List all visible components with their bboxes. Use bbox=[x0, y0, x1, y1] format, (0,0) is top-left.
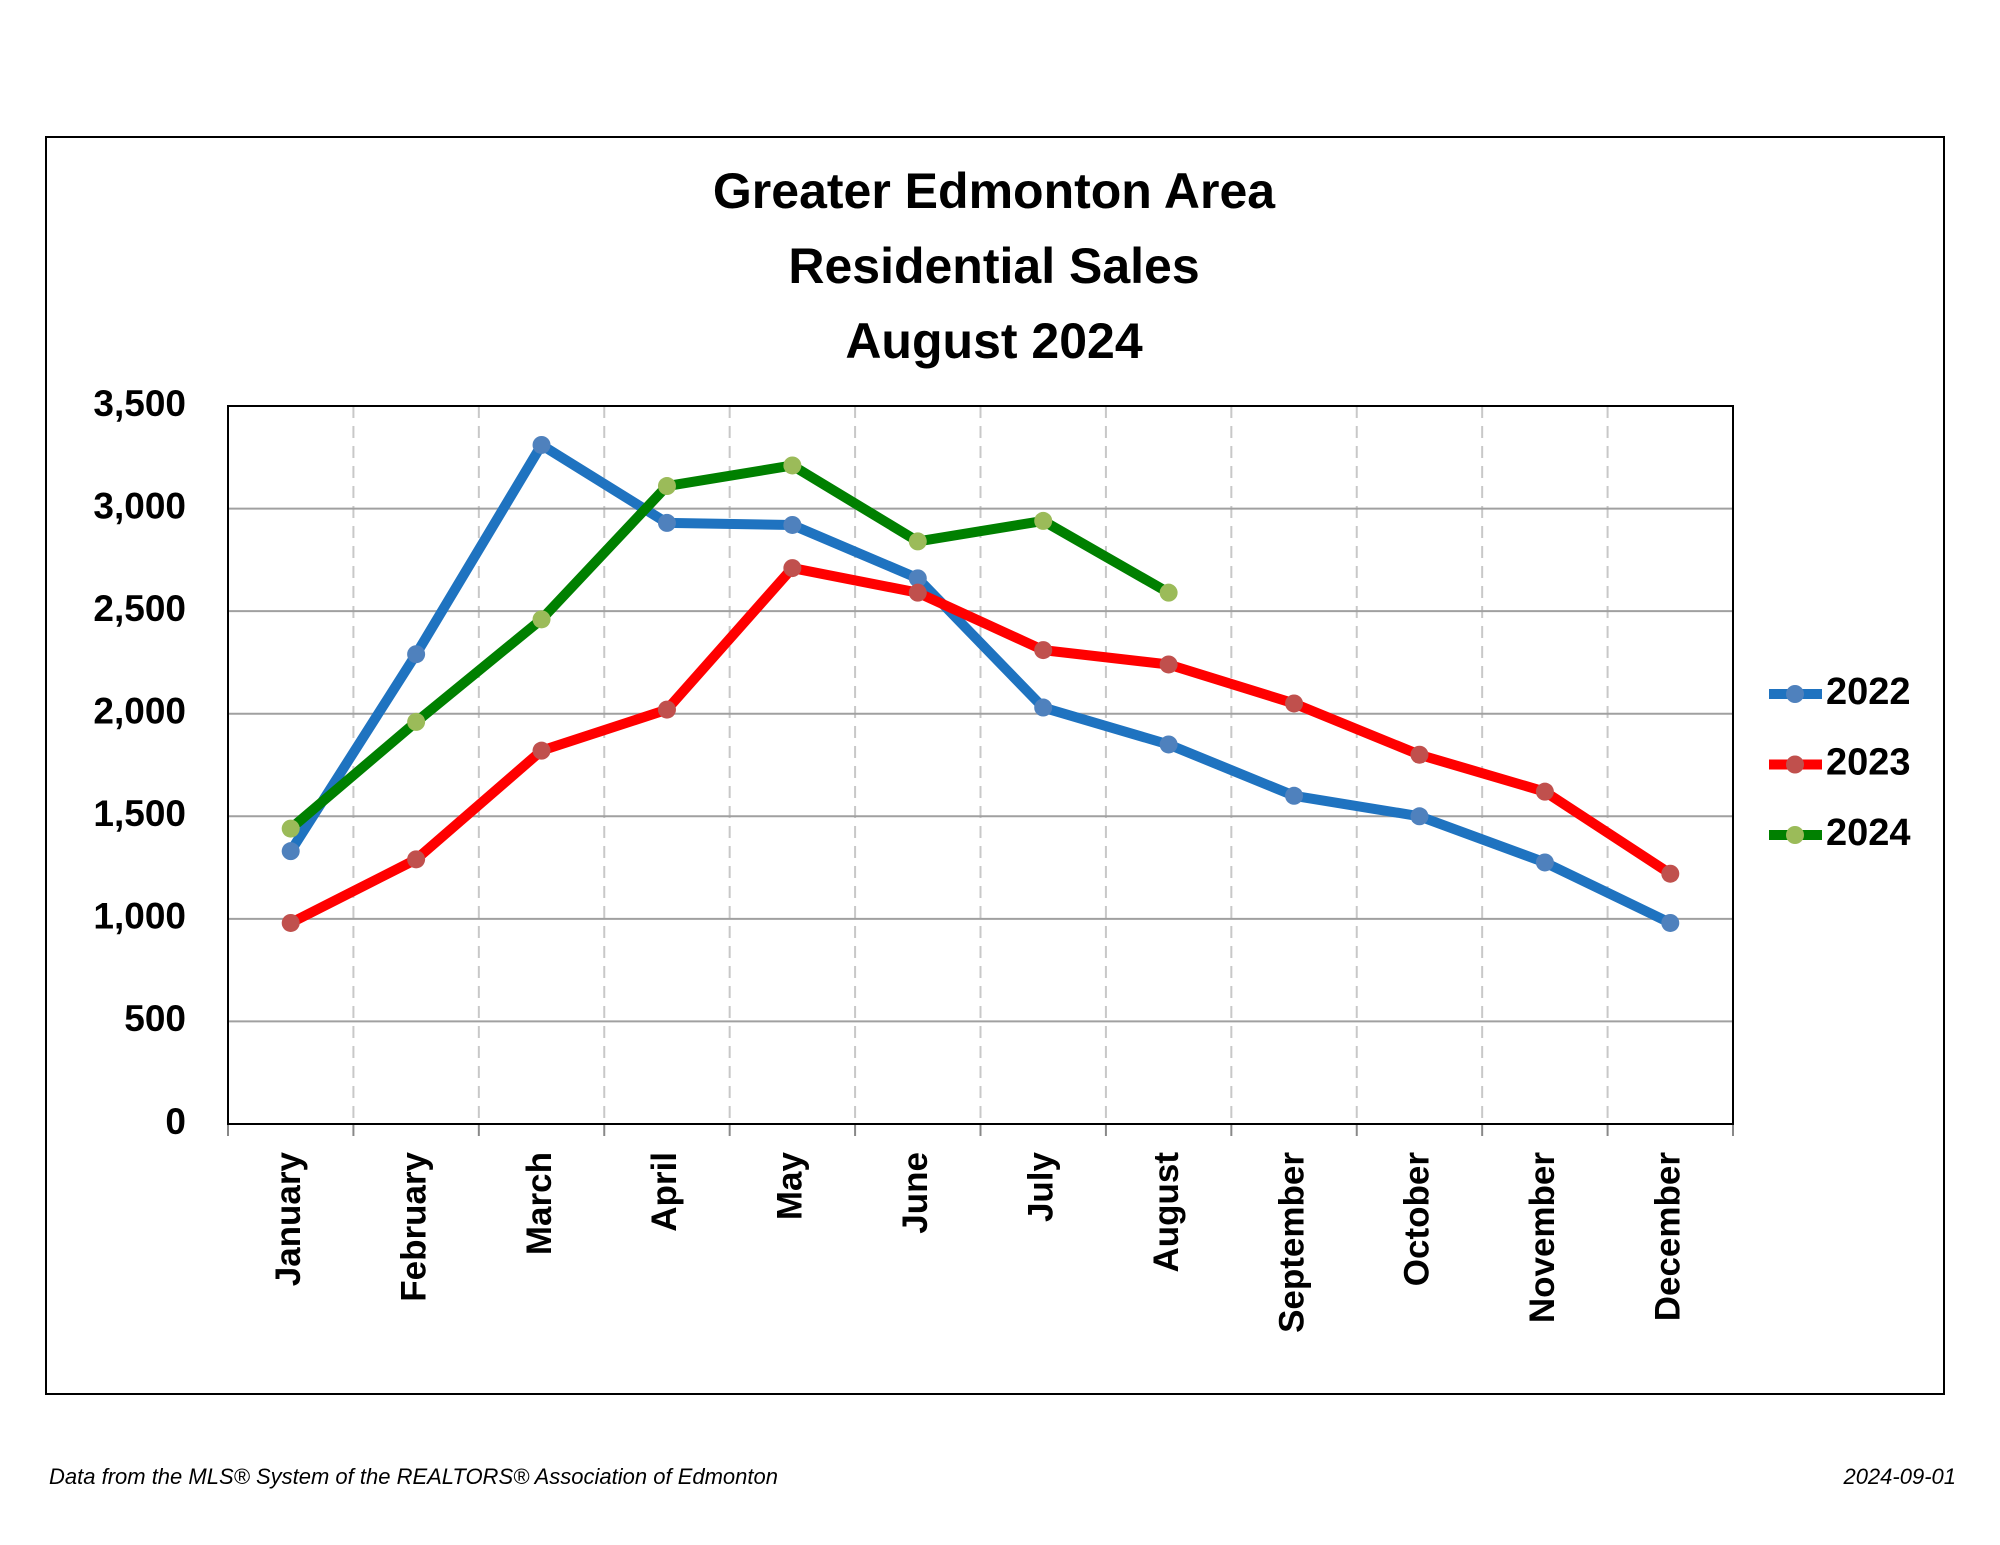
point bbox=[281, 819, 300, 838]
point bbox=[407, 712, 426, 731]
point bbox=[1535, 853, 1554, 872]
series-line bbox=[286, 439, 1673, 928]
x-tick-label: March bbox=[520, 1152, 559, 1255]
point bbox=[1034, 511, 1053, 530]
point bbox=[281, 842, 300, 861]
point bbox=[407, 850, 426, 869]
point bbox=[908, 583, 927, 602]
x-tick-label: October bbox=[1398, 1152, 1437, 1287]
x-tick-label: December bbox=[1649, 1152, 1688, 1322]
point bbox=[657, 477, 676, 496]
legend-label: 2024 bbox=[1826, 812, 1911, 854]
x-tick-label: September bbox=[1272, 1152, 1311, 1333]
chart-title: Greater Edmonton Area bbox=[713, 163, 1276, 219]
chart-title: Residential Sales bbox=[788, 238, 1199, 294]
x-tick-label: April bbox=[645, 1152, 684, 1232]
y-tick-label: 1,500 bbox=[93, 793, 186, 834]
y-tick-label: 1,000 bbox=[93, 896, 186, 937]
y-tick-label: 2,500 bbox=[93, 588, 186, 629]
point bbox=[1159, 583, 1178, 602]
point bbox=[281, 913, 300, 932]
point bbox=[1285, 694, 1304, 713]
footnote: Data from the MLS® System of the REALTOR… bbox=[49, 1464, 778, 1489]
plot-border bbox=[227, 405, 1734, 1125]
legend-marker bbox=[1786, 755, 1804, 774]
point bbox=[532, 435, 551, 454]
series-line bbox=[288, 563, 1674, 928]
point bbox=[1410, 807, 1429, 826]
legend-label: 2022 bbox=[1826, 671, 1911, 713]
point bbox=[1034, 641, 1053, 660]
legend-label: 2023 bbox=[1826, 742, 1911, 784]
legend-marker bbox=[1786, 685, 1804, 703]
legend-marker bbox=[1786, 826, 1804, 844]
point bbox=[1535, 782, 1554, 801]
x-tick-label: July bbox=[1021, 1151, 1060, 1222]
point bbox=[532, 610, 551, 629]
point bbox=[1159, 735, 1178, 754]
x-tick-label: May bbox=[771, 1151, 810, 1220]
point bbox=[783, 456, 802, 475]
y-tick-label: 3,000 bbox=[93, 485, 186, 526]
point bbox=[1159, 655, 1178, 674]
x-tick-label: February bbox=[394, 1151, 433, 1301]
date: 2024-09-01 bbox=[1842, 1464, 1956, 1489]
series-line bbox=[287, 460, 1172, 833]
chart-title: August 2024 bbox=[845, 313, 1143, 369]
point bbox=[532, 741, 551, 760]
y-tick-label: 3,500 bbox=[93, 383, 186, 424]
point bbox=[908, 532, 927, 551]
plot-area bbox=[228, 406, 1733, 1124]
x-tick-label: November bbox=[1523, 1152, 1562, 1324]
x-tick-label: June bbox=[896, 1152, 935, 1234]
point bbox=[1410, 745, 1429, 764]
point bbox=[1661, 913, 1680, 932]
point bbox=[657, 513, 676, 532]
x-tick-label: August bbox=[1147, 1152, 1186, 1273]
point bbox=[1661, 864, 1680, 883]
x-tick-label: January bbox=[269, 1151, 308, 1286]
point bbox=[783, 559, 802, 578]
point bbox=[908, 569, 927, 588]
point bbox=[407, 645, 426, 664]
y-tick-label: 2,000 bbox=[93, 690, 186, 731]
point bbox=[1285, 786, 1304, 805]
point bbox=[783, 515, 802, 534]
y-tick-label: 0 bbox=[165, 1101, 186, 1142]
y-tick-label: 500 bbox=[124, 998, 186, 1039]
point bbox=[1034, 698, 1053, 717]
point bbox=[657, 700, 676, 719]
